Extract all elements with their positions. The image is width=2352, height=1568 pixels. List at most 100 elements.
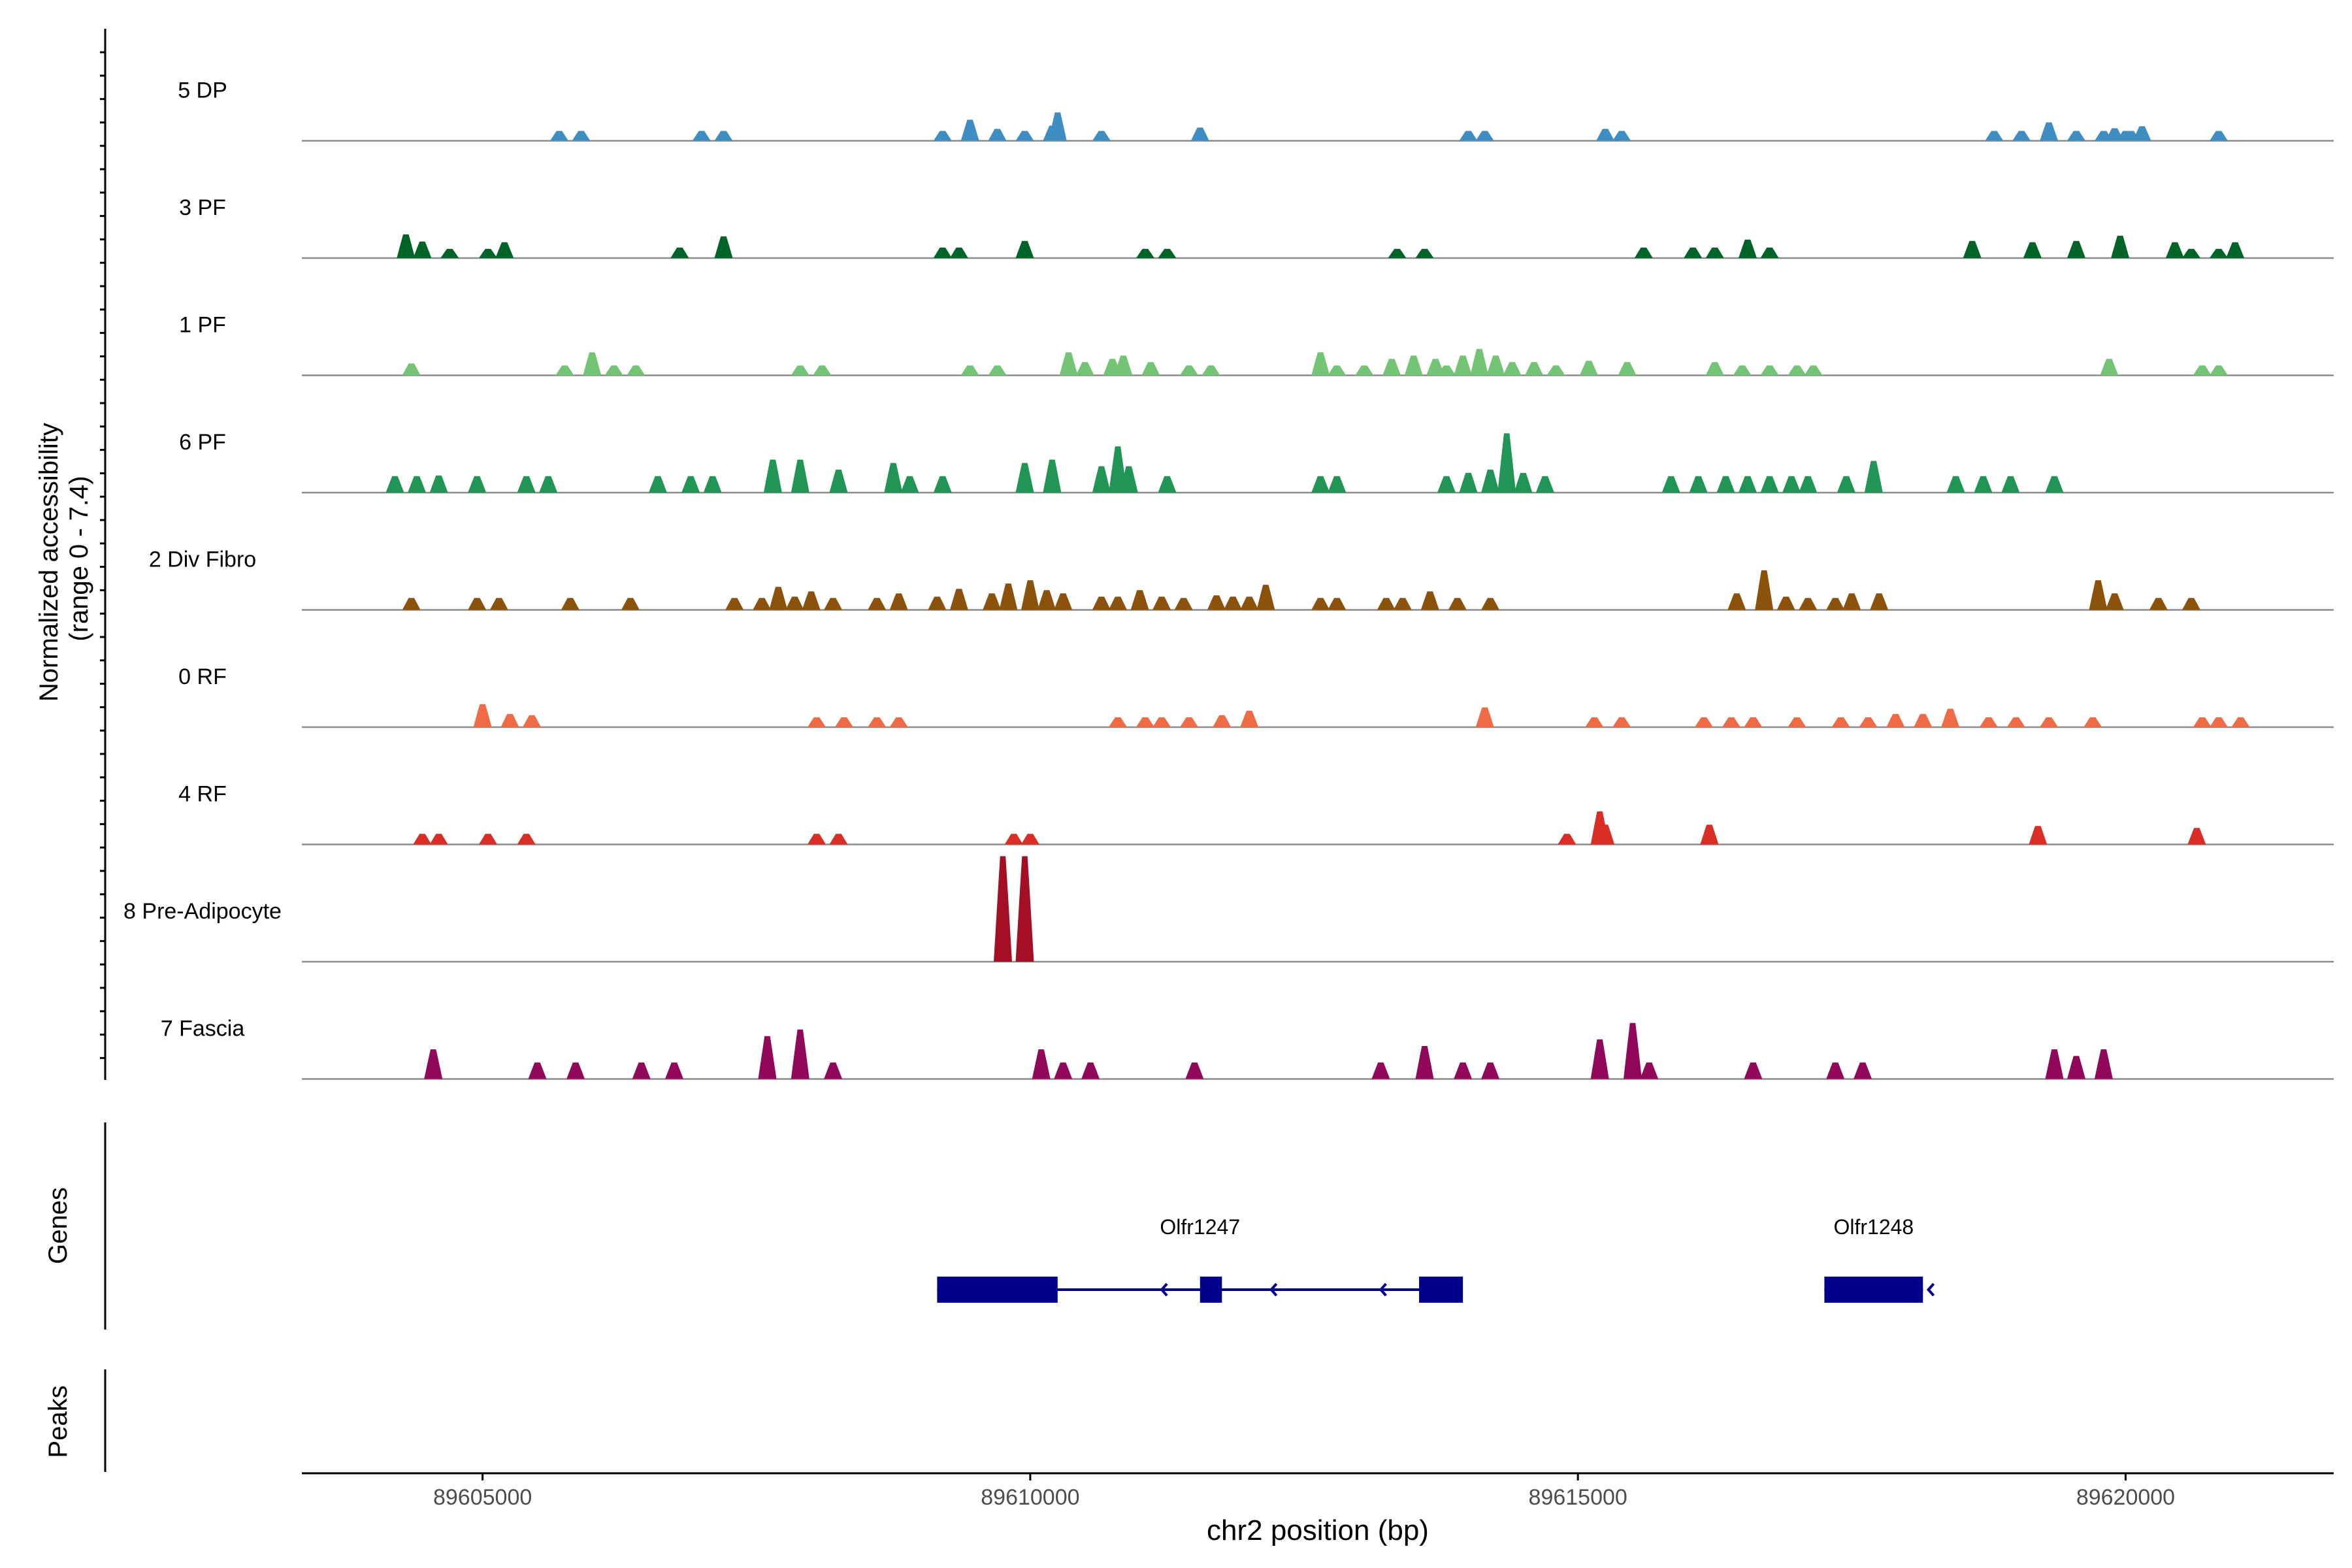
- coverage-peak: [900, 476, 919, 493]
- coverage-peak: [429, 834, 448, 845]
- coverage-peak: [1979, 717, 1998, 727]
- coverage-peak: [1015, 463, 1034, 493]
- coverage-peak: [1634, 247, 1653, 258]
- x-axis: 89605000 89610000 89615000 89620000 chr2 po…: [302, 1472, 2334, 1546]
- track-3: 1 PF: [179, 313, 2334, 376]
- coverage-peak: [648, 476, 667, 493]
- coverage-peak: [1328, 365, 1347, 376]
- coverage-peak: [703, 476, 722, 493]
- strand-arrow-icon: [1927, 1282, 1935, 1297]
- coverage-peak: [1788, 717, 1806, 727]
- coverage-peak: [1826, 598, 1845, 610]
- coverage-peak: [1109, 446, 1127, 493]
- coverage-peak: [1612, 717, 1631, 727]
- coverage-peak: [1503, 362, 1522, 376]
- coverage-peak: [402, 598, 421, 610]
- coverage-peak: [1054, 593, 1073, 610]
- coverage-peak: [1596, 129, 1615, 141]
- coverage-peak: [1311, 476, 1330, 493]
- coverage-peak: [1207, 595, 1226, 610]
- coverage-peak: [523, 715, 542, 727]
- coverage-peak: [2094, 1049, 2113, 1079]
- coverage-peak: [1624, 1022, 1642, 1079]
- coverage-peak: [884, 463, 903, 493]
- coverage-peak: [1454, 1062, 1473, 1079]
- coverage-peak: [714, 131, 733, 141]
- coverage-peak: [1454, 355, 1473, 376]
- coverage-peak: [1081, 1062, 1100, 1079]
- track-label: 3 PF: [179, 195, 226, 220]
- coverage-peak: [1213, 715, 1232, 727]
- coverage-peak: [868, 717, 887, 727]
- coverage-peak: [813, 365, 832, 376]
- coverage-peak: [1201, 365, 1220, 376]
- coverage-peak: [1119, 466, 1138, 493]
- accessibility-axis-label-line2: (range 0 - 7.4): [65, 476, 93, 641]
- coverage-peak: [1437, 476, 1456, 493]
- coverage-peak: [1799, 598, 1818, 610]
- coverage-peak: [1032, 1049, 1051, 1079]
- coverage-peak: [440, 248, 459, 258]
- coverage-peak: [1404, 355, 1423, 376]
- coverage-peak: [725, 598, 744, 610]
- gene-label: Olfr1247: [1160, 1215, 1240, 1239]
- gene-exon: [937, 1277, 1058, 1303]
- coverage-peak: [2100, 359, 2119, 376]
- coverage-peak: [802, 591, 821, 610]
- coverage-peak: [933, 247, 952, 258]
- coverage-peak: [1585, 717, 1604, 727]
- coverage-peak: [988, 129, 1007, 141]
- coverage-peak: [960, 365, 979, 376]
- coverage-peak: [2023, 242, 2042, 258]
- coverage-peak: [479, 834, 497, 845]
- coverage-peak: [413, 834, 432, 845]
- coverage-peak: [2210, 131, 2228, 141]
- track-label: 5 DP: [178, 78, 227, 103]
- coverage-peak: [2001, 476, 2020, 493]
- coverage-peak: [517, 834, 536, 845]
- coverage-peak: [1744, 1062, 1763, 1079]
- coverage-peak: [1946, 476, 1965, 493]
- coverage-peak: [1755, 570, 1774, 610]
- x-tick-label: 89610000: [981, 1485, 1079, 1510]
- track-2: 3 PF: [179, 195, 2334, 259]
- x-axis-title: chr2 position (bp): [1207, 1514, 1429, 1546]
- coverage-peak: [933, 476, 952, 493]
- coverage-peak: [2210, 248, 2228, 258]
- peaks-axis-label: Peaks: [44, 1385, 73, 1458]
- coverage-peak: [468, 598, 487, 610]
- peaks-panel: Peaks: [44, 1369, 106, 1472]
- coverage-peak: [1854, 1062, 1872, 1079]
- genes-axis-label: Genes: [44, 1187, 73, 1264]
- coverage-peak: [413, 241, 432, 258]
- coverage-peak: [692, 131, 711, 141]
- coverage-peak: [1618, 362, 1637, 376]
- coverage-peak: [758, 1036, 777, 1079]
- coverage-peak: [1328, 476, 1347, 493]
- coverage-peak: [1497, 433, 1516, 493]
- coverage-peak: [479, 248, 497, 258]
- coverage-peak: [988, 365, 1007, 376]
- coverage-peak: [1941, 708, 1960, 727]
- coverage-peak: [1546, 365, 1565, 376]
- coverage-peak: [1974, 476, 1993, 493]
- coverage-peak: [670, 247, 689, 258]
- coverage-peak: [566, 1062, 585, 1079]
- coverage-peak: [1037, 590, 1056, 610]
- coverage-peak: [2187, 828, 2206, 845]
- coverage-peak: [621, 598, 640, 610]
- coverage-peak: [429, 475, 448, 493]
- coverage-peak: [1114, 355, 1133, 376]
- coverage-peak: [1831, 717, 1850, 727]
- coverage-peak: [1015, 240, 1034, 258]
- coverage-peak: [1744, 717, 1763, 727]
- coverage-peak: [2182, 248, 2200, 258]
- coverage-peak: [1739, 476, 1757, 493]
- coverage-peak: [1075, 362, 1094, 376]
- coverage-peak: [1190, 127, 1209, 141]
- track-6: 0 RF: [178, 664, 2334, 728]
- coverage-peak: [1015, 856, 1034, 962]
- coverage-peak: [1054, 1062, 1073, 1079]
- coverage-peak: [489, 598, 508, 610]
- coverage-peak: [681, 476, 700, 493]
